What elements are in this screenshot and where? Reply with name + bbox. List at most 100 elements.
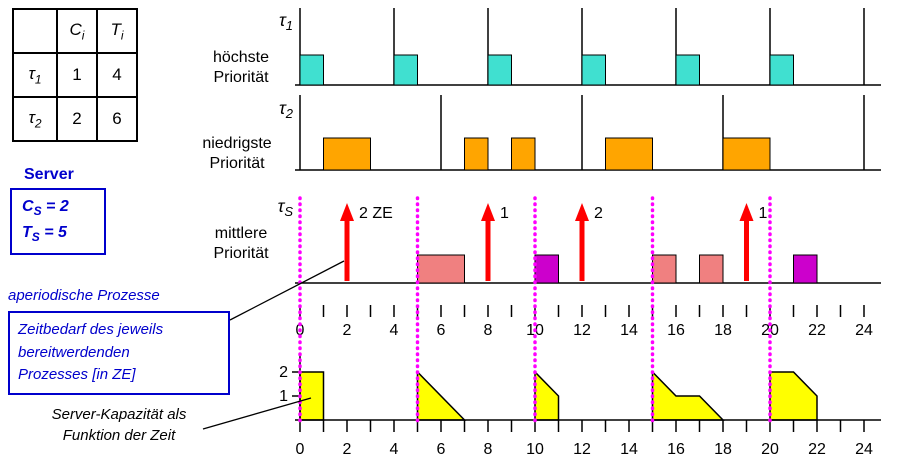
tau1-priority-label: höchste [213,49,269,66]
time-axis-label: 16 [667,322,685,339]
capacity-axis-label: 14 [620,441,638,458]
tau1-exec-block [487,54,512,86]
server-ts-line: TS = 5 [22,221,104,247]
request-arrow-head [739,203,754,221]
demand-note-line: Prozesses [in ZE] [18,366,136,383]
capacity-axis-label: 2 [343,441,352,458]
tau2-symbol-sub: 2 [34,116,42,131]
tauS-exec-block [652,254,677,284]
table-cell-tau2-t: 6 [96,96,138,142]
demand-note-line: Zeitbedarf des jeweils [18,321,164,338]
server-params-box: CS = 2 TS = 5 [10,188,106,255]
tau1-symbol: τ [28,63,35,83]
time-axis-label: 24 [855,322,873,339]
server-title: Server [24,166,74,183]
capacity-axis-label: 18 [714,441,732,458]
capacity-note-line: Funktion der Zeit [62,427,176,444]
demand-note-line: bereitwerdenden [18,343,130,361]
request-label: 2 [594,205,603,222]
request-label: 1 [500,205,509,222]
table-row-tau2-label: τ2 [12,96,58,142]
capacity-axis-label: 6 [437,441,446,458]
demand-note-box: Zeitbedarf des jeweils bereitwerdenden P… [8,311,230,395]
capacity-axis-label: 12 [573,441,591,458]
request-label: 2 ZE [359,205,393,222]
tau2-exec-block [722,137,771,171]
table-corner-cell [12,8,58,54]
server-cs-base: C [22,198,34,215]
task-parameter-table: Ci Ti τ1 1 4 τ2 2 6 [12,8,138,142]
tau2-exec-block [464,137,489,171]
capacity-axis-label: 10 [526,441,544,458]
header-ci-sub: i [81,28,85,43]
tau1-exec-block [675,54,700,86]
tau1-exec-block [769,54,794,86]
table-cell-tau1-t: 4 [96,52,138,98]
tauS-exec-block [793,254,818,284]
capacity-axis-label: 20 [761,441,779,458]
capacity-connector-line [202,397,312,430]
server-cs-value: = 2 [41,198,69,215]
tau1-exec-block [393,54,418,86]
tau2-exec-block [605,137,653,171]
tau2-exec-block [511,137,536,171]
table-row-tau1-label: τ1 [12,52,58,98]
capacity-axis-label: 4 [390,441,399,458]
time-axis-label: 8 [484,322,493,339]
tau2-label: τ2 [279,98,294,121]
capacity-shape [416,370,467,421]
capacity-axis-label: 0 [296,441,305,458]
tau1-exec-block [581,54,606,86]
server-ts-sub: S [31,229,40,244]
aperiodic-processes-label: aperiodische Prozesse [8,287,160,304]
capacity-axis-label: 8 [484,441,493,458]
time-axis-label: 12 [573,322,591,339]
tau1-label: τ1 [279,10,293,33]
table-header-ti: Ti [96,8,138,54]
tauS-priority-label: mittlere [215,225,268,242]
request-label: 1 [759,205,768,222]
request-arrow-head [481,203,495,221]
server-ts-base: T [22,223,32,241]
table-cell-tau1-c: 1 [56,52,98,98]
table-header-ci: Ci [56,8,98,54]
header-ti-base: T [110,19,121,39]
capacity-y-label: 2 [279,364,288,381]
capacity-shape [769,371,818,421]
tau2-priority-label: Priorität [209,155,265,172]
time-axis-label: 2 [343,322,352,339]
capacity-shape [534,370,560,421]
server-cs-sub: S [33,204,42,219]
tauS-exec-block [534,254,559,284]
time-axis-label: 6 [437,322,446,339]
request-arrow-head [340,203,354,221]
tau2-symbol: τ [28,107,35,127]
header-ci-base: C [69,19,82,39]
server-ts-value: = 5 [39,223,67,241]
capacity-shape [651,370,725,421]
capacity-axis-label: 24 [855,441,873,458]
server-cs-line: CS = 2 [22,195,104,221]
request-arrow-head [575,203,589,221]
tau1-exec-block [299,54,324,86]
tauS-label: τS [278,196,294,219]
table-row: τ1 1 4 [12,52,138,98]
time-axis-label: 22 [808,322,826,339]
time-axis-label: 4 [390,322,399,339]
tauS-exec-block [699,254,724,284]
time-axis-label: 18 [714,322,732,339]
time-axis-label: 14 [620,322,638,339]
capacity-note-line: Server-Kapazität als [51,406,187,423]
tau2-exec-block [323,137,371,171]
table-row: τ2 2 6 [12,96,138,142]
demand-connector-line [229,260,345,321]
table-cell-tau2-c: 2 [56,96,98,142]
capacity-shape [299,371,325,421]
capacity-note: Server-Kapazität als Funktion der Zeit [28,404,210,446]
tau1-priority-label: Priorität [213,69,269,86]
tauS-exec-block [417,254,465,284]
capacity-axis-label: 22 [808,441,826,458]
tau1-symbol-sub: 1 [34,72,42,87]
